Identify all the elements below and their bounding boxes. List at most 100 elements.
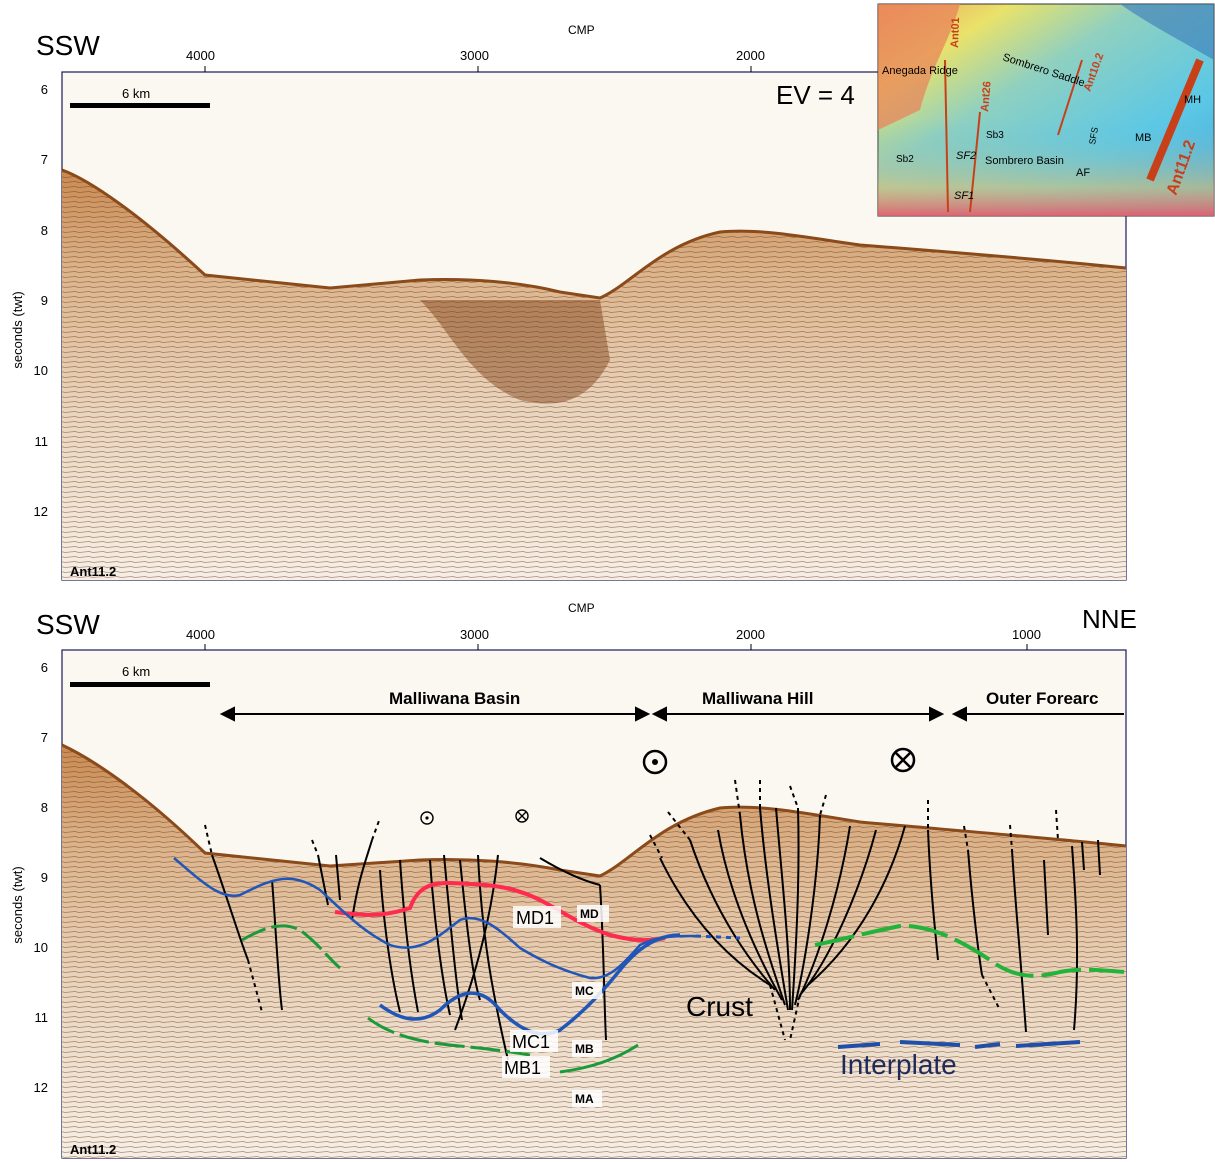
horizon-mc-dashed bbox=[695, 934, 741, 940]
bottom-time-tick-11: 11 bbox=[35, 1010, 49, 1025]
bottom-time-ticks: 6 7 8 9 10 11 12 bbox=[34, 660, 48, 1095]
bottom-y-axis-label: seconds (twt) bbox=[10, 866, 25, 943]
top-time-tick-6: 6 bbox=[41, 82, 48, 97]
inset-af-label: AF bbox=[1076, 167, 1090, 179]
bottom-cmp-tick-2000: 2000 bbox=[736, 627, 765, 642]
bottom-cmp-tick-1000: 1000 bbox=[1012, 627, 1041, 642]
inset-track-ant11-2 bbox=[1146, 58, 1204, 182]
out-of-page-symbol-small bbox=[420, 811, 434, 825]
bottom-time-tick-12: 12 bbox=[34, 1080, 48, 1095]
label-mb1: MB1 bbox=[504, 1058, 541, 1078]
fault-lines-dashed bbox=[204, 779, 1059, 1041]
top-cmp-tick-4000: 4000 bbox=[186, 48, 215, 63]
top-scale-bar bbox=[70, 103, 210, 108]
inset-ant26-label: Ant26 bbox=[979, 81, 994, 112]
inset-track-ant10-2 bbox=[1057, 59, 1083, 136]
horizon-md bbox=[334, 880, 666, 943]
bottom-line-label: Ant11.2 bbox=[70, 1142, 116, 1157]
inset-sb3-label: Sb3 bbox=[986, 130, 1004, 141]
top-scale-bar-label: 6 km bbox=[122, 86, 150, 101]
inset-sf2-label: SF2 bbox=[956, 150, 976, 162]
region-outer-forearc: Outer Forearc bbox=[986, 689, 1098, 708]
inset-sombrero-basin-label: Sombrero Basin bbox=[985, 155, 1064, 167]
inset-mh-label: MH bbox=[1184, 94, 1201, 106]
horizon-mb-west bbox=[241, 924, 341, 970]
mb-label-bg bbox=[572, 1040, 602, 1057]
top-direction-left: SSW bbox=[36, 30, 100, 61]
top-time-ticks: 6 7 8 9 10 11 12 bbox=[34, 82, 48, 519]
inset-mb-label: MB bbox=[1135, 132, 1152, 144]
bottom-time-tick-10: 10 bbox=[34, 940, 48, 955]
vertical-exaggeration: EV = 4 bbox=[776, 80, 855, 110]
ma-label-bg bbox=[572, 1090, 602, 1107]
bottom-time-tick-7: 7 bbox=[41, 730, 48, 745]
inset-map-anegada-ridge-shape bbox=[878, 4, 960, 130]
top-line-label: Ant11.2 bbox=[70, 564, 116, 579]
inset-sb2-label: Sb2 bbox=[896, 154, 914, 165]
top-time-tick-11: 11 bbox=[35, 434, 49, 449]
top-reflector-texture bbox=[62, 170, 1126, 580]
top-time-tick-9: 9 bbox=[41, 293, 48, 308]
label-md1: MD1 bbox=[516, 908, 554, 928]
region-malliwana-basin: Malliwana Basin bbox=[389, 689, 520, 708]
horizon-interplate bbox=[837, 1040, 1081, 1049]
bottom-scale-bar bbox=[70, 682, 210, 687]
bottom-panel: SSW NNE CMP 4000 3000 2000 1000 seconds … bbox=[10, 601, 1137, 1159]
label-md: MD bbox=[580, 907, 599, 921]
mb1-label-bg bbox=[502, 1056, 550, 1078]
top-cmp-tick-3000: 3000 bbox=[460, 48, 489, 63]
top-cmp-tick-marks bbox=[204, 66, 752, 72]
region-malliwana-hill: Malliwana Hill bbox=[702, 689, 813, 708]
inset-anegada-ridge-label: Anegada Ridge bbox=[882, 65, 958, 77]
inset-map: Anegada Ridge Ant01 Ant26 Sombrero Saddl… bbox=[877, 3, 1215, 217]
into-page-symbol-large bbox=[890, 747, 916, 773]
bottom-cmp-tick-4000: 4000 bbox=[186, 627, 215, 642]
bottom-reflector-texture bbox=[62, 745, 1126, 1158]
bottom-cmp-axis-title: CMP bbox=[568, 601, 595, 615]
bottom-seafloor-reflector bbox=[61, 743, 1127, 878]
label-crust: Crust bbox=[686, 991, 753, 1022]
bottom-scale-bar-label: 6 km bbox=[122, 664, 150, 679]
top-cmp-tick-2000: 2000 bbox=[736, 48, 765, 63]
bottom-cmp-tick-marks bbox=[204, 644, 1028, 650]
top-time-tick-12: 12 bbox=[34, 504, 48, 519]
mc-label-bg bbox=[572, 982, 602, 999]
label-interplate: Interplate bbox=[840, 1049, 957, 1080]
inset-map-deep-basin bbox=[1120, 4, 1214, 60]
bottom-direction-right: NNE bbox=[1082, 604, 1137, 634]
label-mc1: MC1 bbox=[512, 1032, 550, 1052]
md1-label-bg bbox=[513, 906, 561, 928]
top-basin-reflectors bbox=[420, 300, 610, 404]
horizon-mb bbox=[367, 1016, 531, 1057]
inset-ant01-label: Ant01 bbox=[949, 17, 962, 48]
bottom-time-tick-6: 6 bbox=[41, 660, 48, 675]
inset-sfs-label: SFS bbox=[1087, 126, 1100, 145]
inset-track-ant01 bbox=[944, 59, 949, 213]
horizon-mc bbox=[173, 857, 697, 980]
top-cmp-axis-title: CMP bbox=[568, 23, 595, 37]
bottom-cmp-tick-3000: 3000 bbox=[460, 627, 489, 642]
mc1-label-bg bbox=[510, 1030, 558, 1052]
inset-map-trench-shading bbox=[878, 120, 1214, 216]
into-page-symbol-small bbox=[515, 809, 529, 823]
strike-slip-symbols bbox=[420, 747, 916, 825]
inset-track-ant26 bbox=[969, 111, 981, 213]
label-mb: MB bbox=[575, 1042, 594, 1056]
bottom-direction-left: SSW bbox=[36, 609, 100, 640]
horizon-outer-forearc-green bbox=[814, 923, 1125, 978]
bottom-time-tick-8: 8 bbox=[41, 800, 48, 815]
region-arrows bbox=[219, 706, 1124, 722]
top-time-tick-8: 8 bbox=[41, 223, 48, 238]
label-mc: MC bbox=[575, 984, 594, 998]
top-y-axis-label: seconds (twt) bbox=[10, 291, 25, 368]
md-label-bg bbox=[577, 905, 609, 922]
out-of-page-symbol-large bbox=[642, 749, 668, 775]
top-seafloor-reflector bbox=[61, 168, 1127, 300]
label-ma: MA bbox=[575, 1092, 594, 1106]
bottom-time-tick-9: 9 bbox=[41, 870, 48, 885]
fault-lines bbox=[211, 807, 1101, 1061]
top-time-tick-10: 10 bbox=[34, 363, 48, 378]
horizon-mb1 bbox=[559, 1043, 639, 1074]
top-time-tick-7: 7 bbox=[41, 152, 48, 167]
